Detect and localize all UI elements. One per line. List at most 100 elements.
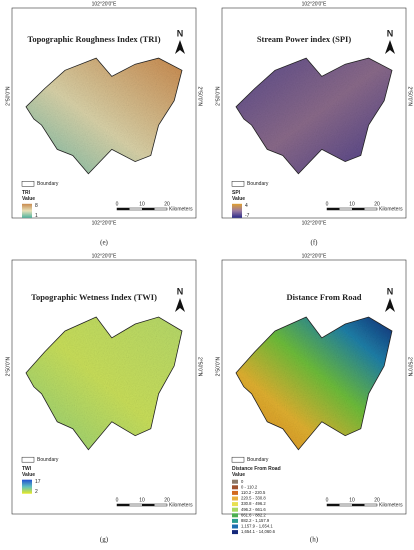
map-title: Distance From Road — [287, 292, 362, 302]
coord-bottom: 102°20'0"E — [92, 220, 117, 226]
class-label: 220.5 - 330.8 — [241, 496, 266, 501]
boundary-swatch — [21, 181, 35, 187]
class-label: 330.8 - 496.2 — [241, 501, 266, 506]
boundary-label: Boundary — [247, 457, 269, 463]
north-label: N — [177, 28, 184, 38]
map-title: Topographic Roughness Index (TRI) — [27, 34, 160, 44]
scale-unit: Kilometers — [169, 502, 193, 508]
class-swatch — [232, 479, 238, 484]
scale-unit: Kilometers — [379, 206, 403, 212]
class-label: 110.2 - 220.5 — [241, 490, 266, 495]
boundary-swatch — [21, 456, 35, 463]
north-label: N — [387, 28, 394, 38]
map-panel: 102°20'0"E 102°20'0"E 2°50'0"N 2°50'0"N Stre… — [215, 1, 412, 246]
coord-top: 102°20'0"E — [92, 253, 117, 259]
scale-label: 0 — [116, 201, 119, 207]
class-swatch — [232, 502, 238, 507]
scale-label: 20 — [164, 497, 170, 503]
legend-title: Distance From Road — [232, 466, 281, 472]
ramp-low: 1 — [35, 213, 38, 219]
class-label: 0 - 110.2 — [241, 484, 258, 489]
scale-label: 10 — [349, 201, 355, 207]
scale-label: 20 — [164, 201, 170, 207]
north-label: N — [387, 286, 394, 296]
scale-bar-fill — [142, 208, 155, 210]
caption: (h) — [310, 536, 319, 544]
scale-label: 10 — [139, 497, 145, 503]
scale-label: 20 — [374, 201, 380, 207]
scale-bar-fill — [327, 504, 340, 506]
legend-value: Value — [22, 472, 35, 478]
coord-top: 102°20'0"E — [302, 1, 327, 7]
class-swatch — [232, 490, 238, 495]
study-area — [25, 316, 183, 451]
class-swatch — [232, 518, 238, 523]
coord-right: 2°50'0"N — [197, 86, 203, 106]
scale-bar-fill — [352, 208, 365, 210]
class-label: 661.6 - 882.2 — [241, 512, 266, 517]
caption: (e) — [100, 239, 108, 247]
map-panel: 102°20'0"E 102°20'0"E 2°50'0"N 2°50'0"N Topo… — [5, 1, 202, 246]
scale-label: 0 — [326, 201, 329, 207]
color-ramp — [22, 203, 32, 218]
legend-value: Value — [232, 472, 245, 478]
north-label: N — [177, 286, 184, 296]
class-swatch — [232, 485, 238, 490]
caption: (f) — [311, 239, 319, 247]
coord-right: 2°50'0"N — [407, 86, 413, 106]
scale-label: 0 — [326, 497, 329, 503]
coord-left: 2°50'0"N — [5, 86, 11, 106]
coord-top: 102°20'0"E — [302, 253, 327, 259]
legend-value: Value — [232, 196, 245, 202]
boundary-label: Boundary — [37, 457, 59, 463]
coord-bottom: 102°20'0"E — [302, 220, 327, 226]
ramp-high: 8 — [35, 203, 38, 209]
scale-unit: Kilometers — [169, 206, 193, 212]
coord-left: 2°50'0"N — [215, 357, 221, 377]
map-title: Topographic Wetness Index (TWI) — [31, 292, 157, 302]
boundary-label: Boundary — [37, 181, 59, 187]
boundary-label: Boundary — [247, 181, 269, 187]
legend-title: SPI — [232, 190, 241, 196]
scale-unit: Kilometers — [379, 502, 403, 508]
map-title: Stream Power index (SPI) — [257, 34, 352, 44]
coord-left: 2°50'0"N — [5, 357, 11, 377]
class-label: 1,157.9 - 1,654.1 — [241, 524, 273, 529]
coord-top: 102°20'0"E — [92, 1, 117, 7]
ramp-high: 17 — [35, 479, 41, 485]
map-panel: 102°20'0"E 2°50'0"N 2°50'0"N Distance From … — [215, 253, 412, 543]
legend-title: TRI — [22, 190, 31, 196]
boundary-swatch — [231, 181, 245, 187]
scale-bar-fill — [327, 208, 340, 210]
coord-left: 2°50'0"N — [215, 86, 221, 106]
caption: (g) — [100, 536, 109, 544]
class-label: 882.2 - 1,157.9 — [241, 518, 270, 523]
ramp-low: 2 — [35, 489, 38, 495]
ramp-low: -7 — [245, 213, 250, 219]
class-label: 496.2 - 661.6 — [241, 507, 266, 512]
coord-right: 2°50'0"N — [407, 357, 413, 377]
legend-value: Value — [22, 196, 35, 202]
color-ramp — [232, 203, 242, 218]
scale-label: 20 — [374, 497, 380, 503]
north-arrow — [175, 298, 185, 312]
class-swatch — [232, 530, 238, 535]
scale-label: 0 — [116, 497, 119, 503]
color-ramp — [22, 479, 32, 494]
class-swatch — [232, 513, 238, 518]
scale-bar-fill — [117, 504, 130, 506]
scale-bar-fill — [352, 504, 365, 506]
scale-label: 10 — [139, 201, 145, 207]
scale-label: 10 — [349, 497, 355, 503]
class-swatch — [232, 524, 238, 529]
boundary-swatch — [231, 456, 245, 463]
class-swatch — [232, 496, 238, 501]
north-arrow — [385, 298, 395, 312]
coord-right: 2°50'0"N — [197, 357, 203, 377]
north-arrow — [385, 40, 395, 54]
scale-bar-fill — [117, 208, 130, 210]
class-swatch — [232, 507, 238, 512]
class-label: 0 — [241, 479, 244, 484]
study-area — [235, 316, 393, 451]
